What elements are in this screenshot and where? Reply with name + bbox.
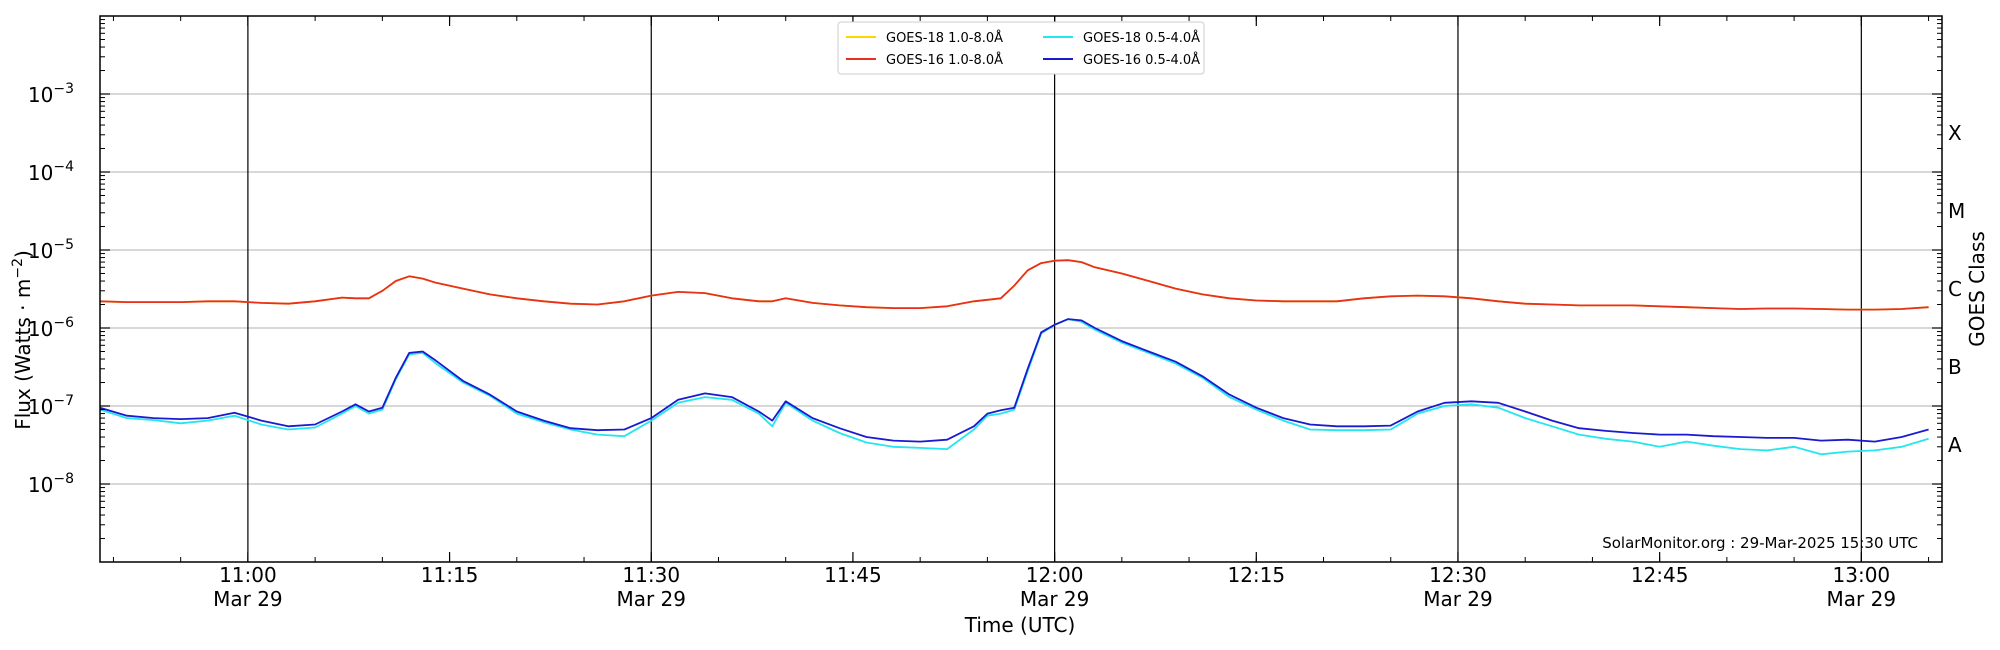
x-tick-label: 12:00 xyxy=(1026,563,1084,587)
y-tick-label: 10−3 xyxy=(28,81,74,107)
x-tick-date-label: Mar 29 xyxy=(616,587,686,611)
y-axis-title-main: Flux (Watts · m xyxy=(11,279,35,430)
legend-box xyxy=(837,21,1205,75)
y-tick-exponent: −4 xyxy=(53,159,74,175)
series-line-2 xyxy=(99,259,1929,311)
y-tick-base: 10 xyxy=(28,161,53,185)
plot-frame xyxy=(99,15,1943,563)
x-tick-label: 12:30 xyxy=(1429,563,1487,587)
x-tick-label: 11:15 xyxy=(421,563,479,587)
y-tick-exponent: −8 xyxy=(53,471,74,487)
y-tick-exponent: −7 xyxy=(53,393,74,409)
x-tick-label: 13:00 xyxy=(1833,563,1891,587)
series-lines xyxy=(99,259,1929,456)
legend-entry-label: GOES-16 1.0-8.0Å xyxy=(886,52,1003,68)
x-tick-label: 11:00 xyxy=(219,563,277,587)
y-tick-label: 10−8 xyxy=(28,471,74,497)
x-tick-label: 12:45 xyxy=(1631,563,1689,587)
x-tick-label: 12:15 xyxy=(1227,563,1285,587)
x-tick-label: 11:30 xyxy=(622,563,680,587)
horizontal-gridlines xyxy=(100,93,1942,485)
goes-class-label-c: C xyxy=(1948,277,1962,301)
y-tick-base: 10 xyxy=(28,473,53,497)
y-axis-title: Flux (Watts · m−2) xyxy=(10,250,35,430)
y-tick-label: 10−4 xyxy=(28,159,74,185)
y-tick-label: 10−5 xyxy=(28,237,74,263)
legend-entry-label: GOES-18 0.5-4.0Å xyxy=(1083,30,1200,46)
y-tick-labels: 10−810−710−610−510−410−3 xyxy=(28,81,74,497)
y-tick-exponent: −6 xyxy=(53,315,74,331)
goes-class-label-b: B xyxy=(1948,355,1962,379)
y-axis-title-exponent: −2 xyxy=(10,258,26,279)
x-tick-date-label: Mar 29 xyxy=(1423,587,1493,611)
x-tick-label: 11:45 xyxy=(824,563,882,587)
y-tick-exponent: −3 xyxy=(53,81,74,97)
x-tick-date-label: Mar 29 xyxy=(213,587,283,611)
y-tick-base: 10 xyxy=(28,83,53,107)
goes-class-label-m: M xyxy=(1948,199,1965,223)
x-tick-date-label: Mar 29 xyxy=(1827,587,1897,611)
day-divider-lines xyxy=(247,16,1862,562)
goes-class-label-a: A xyxy=(1948,433,1962,457)
goes-class-labels: A B C M X xyxy=(1948,121,1965,457)
series-line-4 xyxy=(99,318,1929,443)
y-tick-base: 10 xyxy=(28,239,53,263)
y-tick-label: 10−6 xyxy=(28,315,74,341)
x-tick-date-label: Mar 29 xyxy=(1020,587,1090,611)
legend-entry-label: GOES-16 0.5-4.0Å xyxy=(1083,52,1200,68)
y-tick-exponent: −5 xyxy=(53,237,74,253)
y-tick-base: 10 xyxy=(28,395,53,419)
credit-text: SolarMonitor.org : 29-Mar-2025 15:30 UTC xyxy=(1602,534,1918,552)
y-tick-base: 10 xyxy=(28,317,53,341)
x-axis-title: Time (UTC) xyxy=(964,613,1076,637)
goes-class-label-x: X xyxy=(1948,121,1962,145)
axis-ticks xyxy=(100,16,1942,562)
y-axis-title-close: ) xyxy=(11,250,35,258)
goes-class-axis-title: GOES Class xyxy=(1965,231,1989,347)
y-tick-label: 10−7 xyxy=(28,393,74,419)
legend: GOES-18 1.0-8.0Å GOES-16 1.0-8.0Å GOES-18 … xyxy=(837,21,1205,75)
legend-entry-label: GOES-18 1.0-8.0Å xyxy=(886,30,1003,46)
